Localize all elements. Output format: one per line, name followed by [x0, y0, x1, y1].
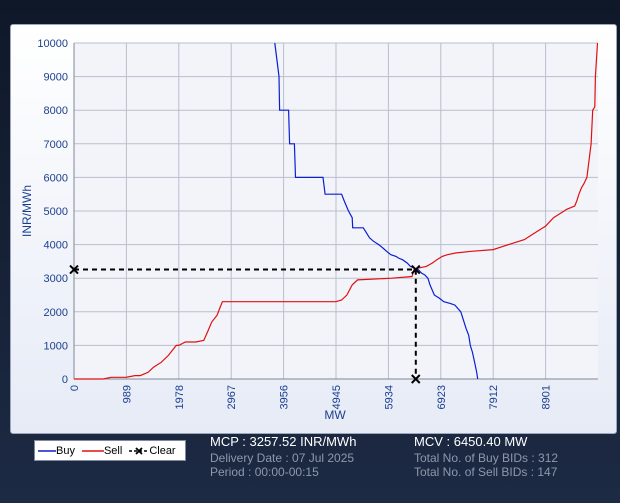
legend-item-sell: Sell — [81, 444, 123, 457]
y-axis-title: INR/MWh — [20, 185, 34, 237]
legend-item-buy: Buy — [38, 445, 75, 457]
chart-legend: Buy Sell Clear — [34, 440, 186, 461]
total-buy-bids: Total No. of Buy BIDs : 312 — [414, 451, 559, 465]
x-tick-label: 5934 — [383, 385, 395, 409]
y-tick-label: 0 — [62, 374, 68, 386]
total-sell-bids: Total No. of Sell BIDs : 147 — [414, 465, 558, 479]
legend-label-clear: Clear — [149, 444, 176, 457]
legend-label-buy: Buy — [56, 444, 75, 457]
y-tick-label: 10000 — [37, 38, 68, 50]
x-tick-label: 1978 — [174, 385, 186, 409]
series-line-buy — [274, 42, 479, 380]
x-axis-title: MW — [324, 408, 346, 422]
legend-swatch-sell — [81, 449, 104, 452]
x-tick-label: 6923 — [436, 385, 448, 409]
y-tick-label: 3000 — [44, 273, 68, 285]
y-tick-label: 4000 — [44, 240, 68, 252]
y-tick-label: 1000 — [44, 340, 68, 352]
x-tick-label: 4945 — [331, 385, 343, 409]
legend-swatch-buy — [38, 449, 56, 452]
y-tick-label: 8000 — [44, 105, 68, 117]
clear-marker — [411, 264, 421, 275]
mcp-value: MCP : 3257.52 INR/MWh — [210, 434, 357, 449]
grid-layer — [73, 42, 598, 380]
y-tick-label: 7000 — [44, 139, 68, 151]
y-tick-label: 2000 — [44, 307, 68, 319]
y-tick-label: 9000 — [44, 72, 68, 84]
period-value: Period : 00:00-00:15 — [210, 465, 319, 479]
y-tick-label: 5000 — [44, 206, 68, 218]
axis-layer: 0 1000 2000 3000 4000 5000 6000 7000 8000 9000 100… — [37, 38, 598, 409]
delivery-date: Delivery Date : 07 Jul 2025 — [210, 451, 355, 465]
chart-frame: 0 1000 2000 3000 4000 5000 6000 7000 8000 9000 100… — [10, 24, 617, 434]
chart-svg: 0 1000 2000 3000 4000 5000 6000 7000 8000 9000 100… — [20, 38, 599, 422]
x-tick-label: 7912 — [488, 385, 500, 409]
clear-marker — [69, 264, 79, 275]
mcv-value: MCV : 6450.40 MW — [414, 434, 528, 449]
x-tick-label: 0 — [69, 385, 81, 391]
x-tick-label: 989 — [121, 385, 133, 403]
series-line-sell — [74, 42, 599, 380]
clear-marker — [411, 374, 421, 384]
x-tick-label: 3956 — [279, 385, 291, 409]
y-tick-label: 6000 — [44, 172, 68, 184]
legend-item-clear: Clear — [129, 444, 176, 457]
x-tick-label: 8901 — [541, 385, 553, 409]
series-layer — [69, 42, 599, 384]
legend-label-sell: Sell — [103, 444, 123, 457]
series-line-clear — [74, 268, 417, 379]
x-tick-label: 2967 — [226, 385, 238, 409]
legend-swatch-clear — [129, 446, 150, 455]
